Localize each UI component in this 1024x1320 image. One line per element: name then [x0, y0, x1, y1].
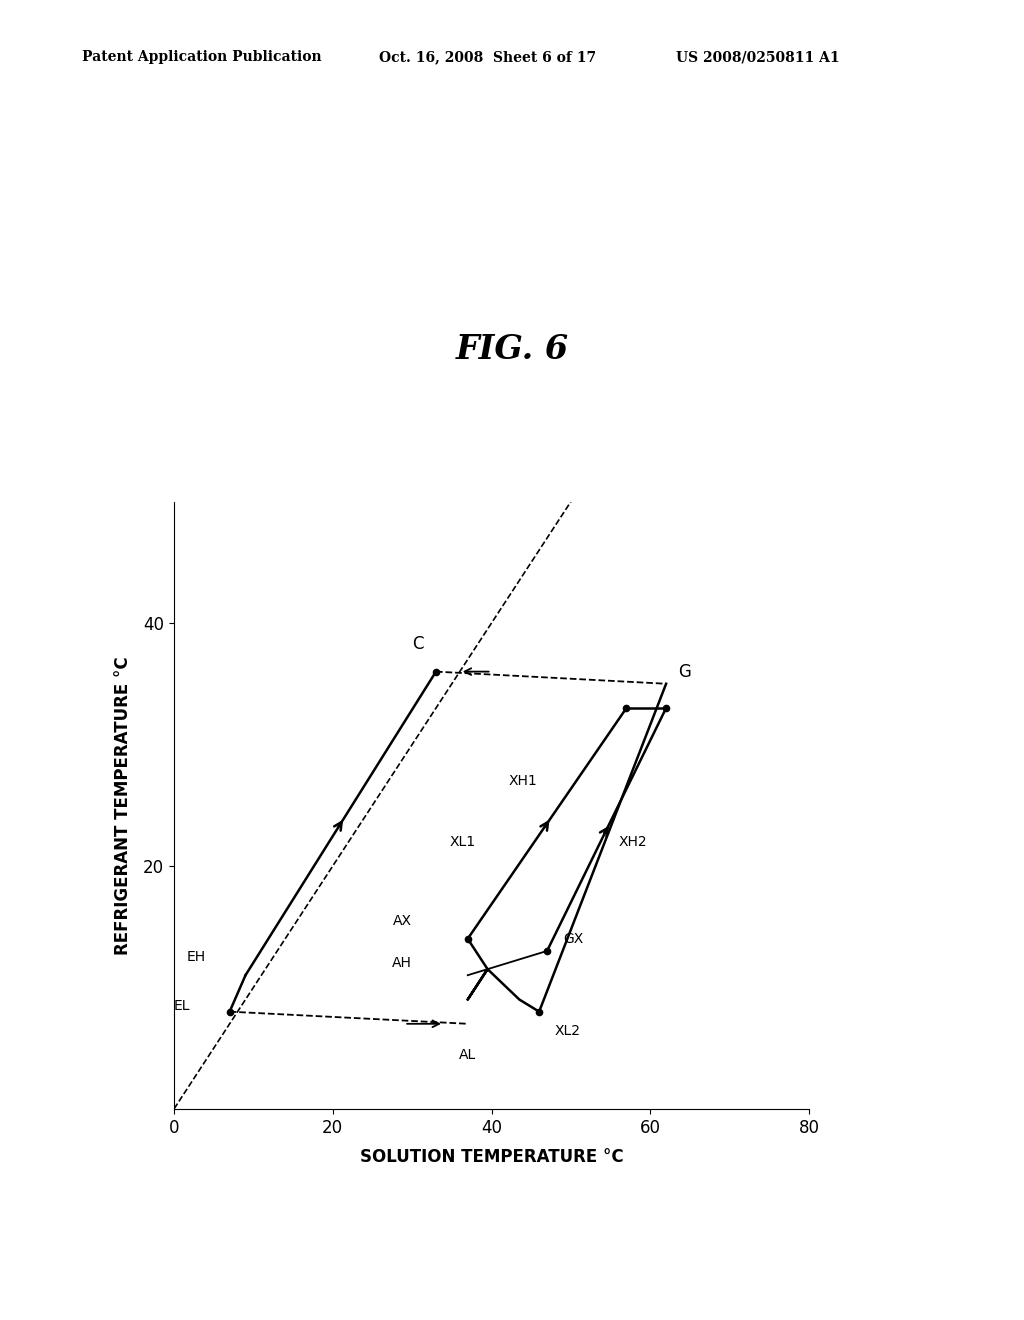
Text: Patent Application Publication: Patent Application Publication [82, 50, 322, 65]
Text: EH: EH [186, 950, 206, 964]
Text: GX: GX [563, 932, 584, 946]
Text: AH: AH [392, 956, 412, 970]
Text: G: G [678, 663, 691, 681]
X-axis label: SOLUTION TEMPERATURE °C: SOLUTION TEMPERATURE °C [359, 1147, 624, 1166]
Text: C: C [413, 635, 424, 653]
Text: US 2008/0250811 A1: US 2008/0250811 A1 [676, 50, 840, 65]
Text: XH2: XH2 [618, 834, 647, 849]
Text: FIG. 6: FIG. 6 [456, 334, 568, 367]
Text: XL1: XL1 [450, 834, 475, 849]
Y-axis label: REFRIGERANT TEMPERATURE °C: REFRIGERANT TEMPERATURE °C [114, 656, 132, 954]
Text: XH1: XH1 [509, 774, 538, 788]
Text: XL2: XL2 [555, 1024, 581, 1038]
Text: AL: AL [459, 1048, 476, 1063]
Text: EL: EL [173, 998, 190, 1012]
Text: Oct. 16, 2008  Sheet 6 of 17: Oct. 16, 2008 Sheet 6 of 17 [379, 50, 596, 65]
Text: AX: AX [393, 913, 412, 928]
